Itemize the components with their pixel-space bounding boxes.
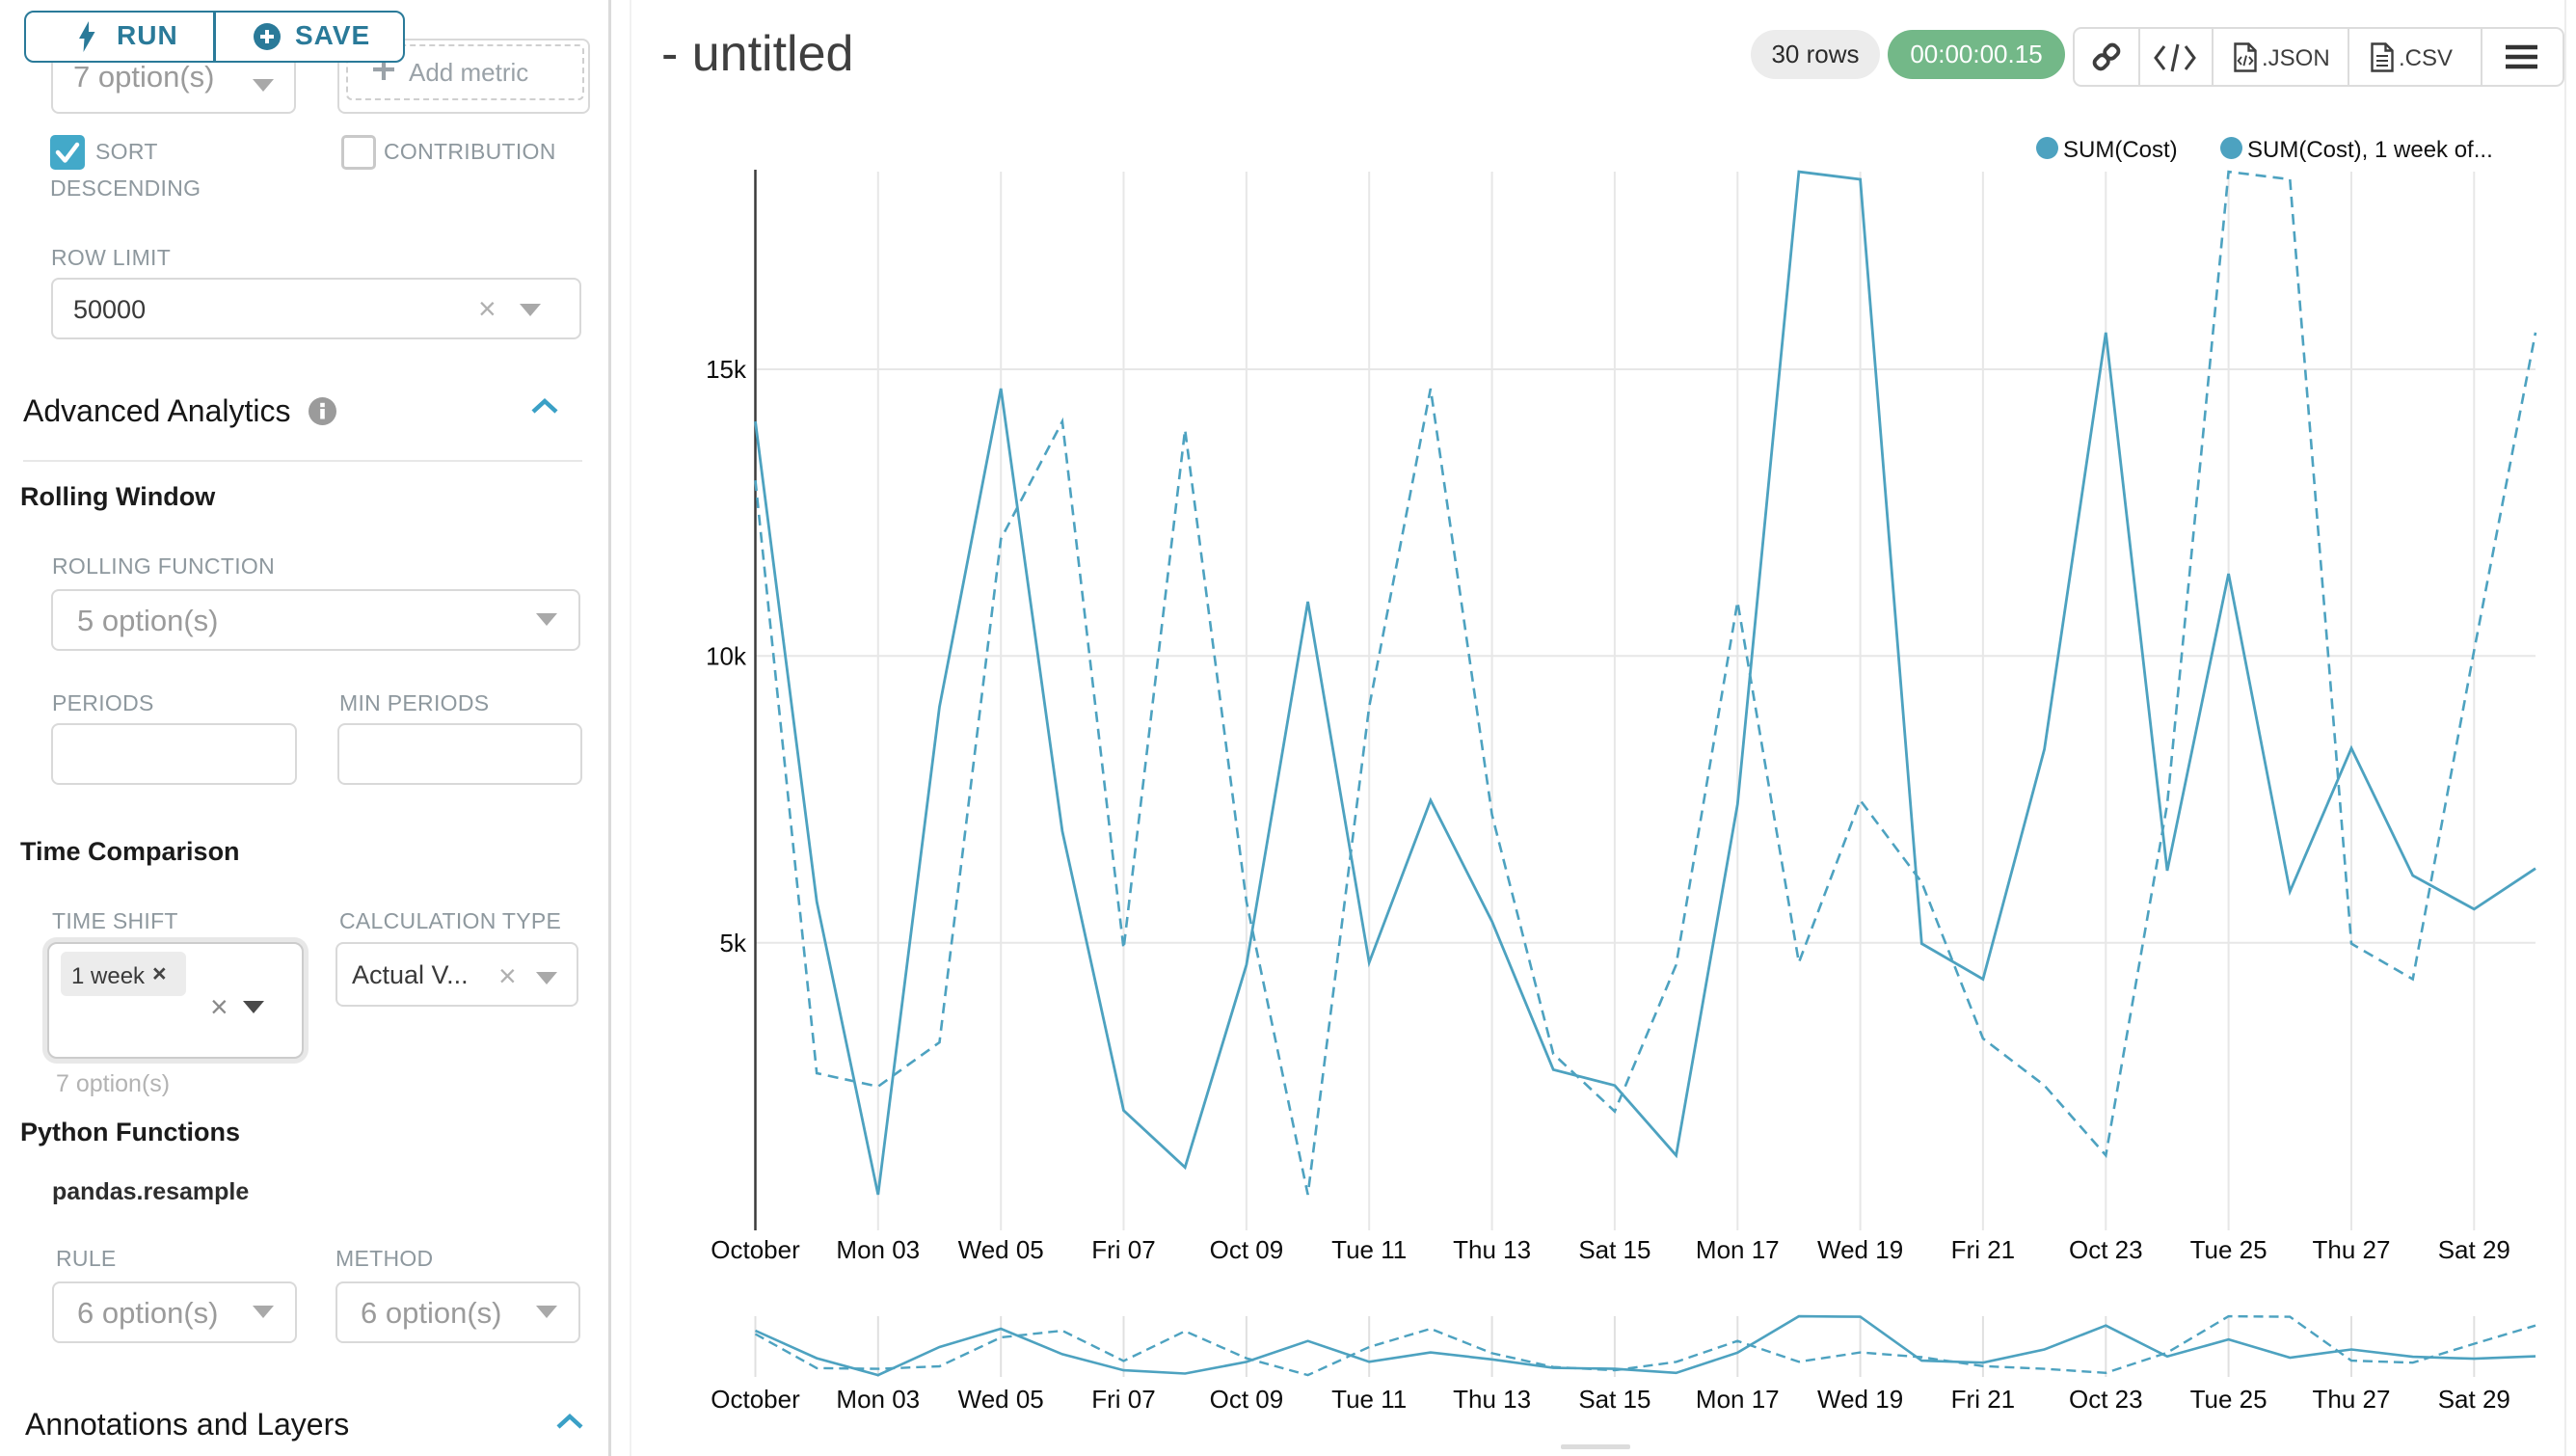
svg-text:Tue 11: Tue 11	[1331, 1385, 1407, 1414]
svg-text:Oct 09: Oct 09	[1210, 1235, 1284, 1264]
svg-text:15k: 15k	[706, 355, 747, 384]
svg-text:Thu 13: Thu 13	[1453, 1385, 1531, 1414]
svg-text:October: October	[711, 1385, 800, 1414]
svg-text:Thu 27: Thu 27	[2313, 1235, 2391, 1264]
svg-text:Mon 03: Mon 03	[836, 1235, 920, 1264]
svg-text:Sat 15: Sat 15	[1578, 1235, 1650, 1264]
svg-text:Mon 03: Mon 03	[836, 1385, 920, 1414]
svg-text:Fri 21: Fri 21	[1951, 1385, 2015, 1414]
svg-text:Tue 25: Tue 25	[2190, 1235, 2267, 1264]
svg-text:Thu 13: Thu 13	[1453, 1235, 1531, 1264]
svg-text:October: October	[711, 1235, 800, 1264]
svg-text:Fri 07: Fri 07	[1091, 1235, 1155, 1264]
svg-text:5k: 5k	[720, 929, 747, 957]
svg-text:Sat 29: Sat 29	[2438, 1385, 2510, 1414]
svg-text:Oct 23: Oct 23	[2069, 1235, 2143, 1264]
svg-text:10k: 10k	[706, 641, 747, 670]
svg-text:Wed 19: Wed 19	[1817, 1385, 1903, 1414]
svg-text:Thu 27: Thu 27	[2313, 1385, 2391, 1414]
svg-text:Oct 23: Oct 23	[2069, 1385, 2143, 1414]
svg-text:Wed 19: Wed 19	[1817, 1235, 1903, 1264]
svg-text:Wed 05: Wed 05	[958, 1235, 1044, 1264]
svg-text:Mon 17: Mon 17	[1696, 1385, 1780, 1414]
svg-text:Sat 15: Sat 15	[1578, 1385, 1650, 1414]
svg-text:Tue 25: Tue 25	[2190, 1385, 2267, 1414]
svg-text:Mon 17: Mon 17	[1696, 1235, 1780, 1264]
svg-text:Fri 21: Fri 21	[1951, 1235, 2015, 1264]
svg-text:Fri 07: Fri 07	[1091, 1385, 1155, 1414]
svg-text:Oct 09: Oct 09	[1210, 1385, 1284, 1414]
svg-text:Tue 11: Tue 11	[1331, 1235, 1407, 1264]
svg-text:Wed 05: Wed 05	[958, 1385, 1044, 1414]
svg-text:Sat 29: Sat 29	[2438, 1235, 2510, 1264]
